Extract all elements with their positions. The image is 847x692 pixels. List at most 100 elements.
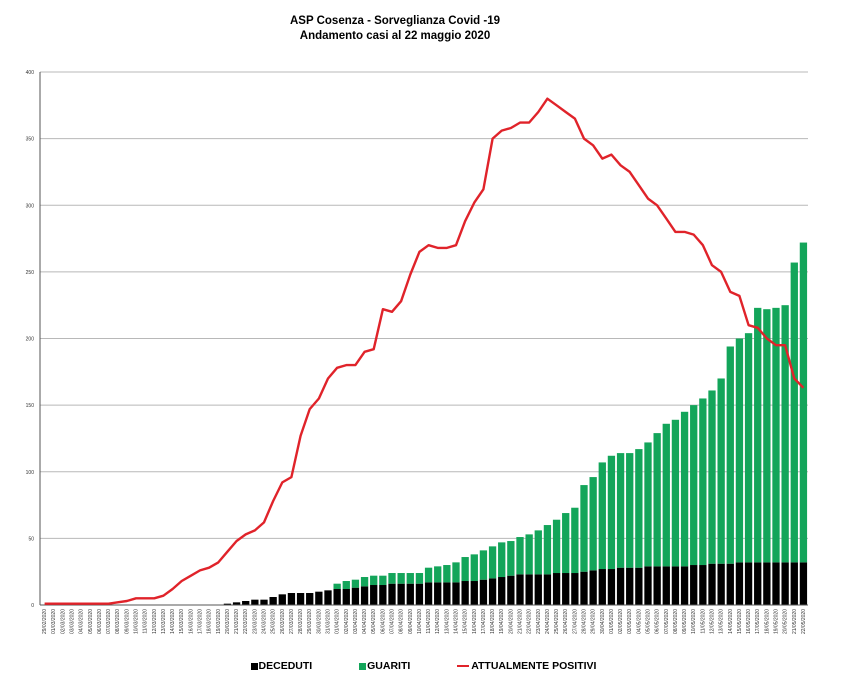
x-tick-label: 21/04/2020 xyxy=(518,609,524,634)
bar-guariti xyxy=(443,565,451,583)
bar-guariti xyxy=(470,554,478,582)
bar-deceduti xyxy=(626,567,634,605)
bar-deceduti xyxy=(754,562,762,605)
bar-deceduti xyxy=(571,573,579,605)
x-tick-label: 23/04/2020 xyxy=(536,609,542,634)
legend-item-guariti: GUARITI xyxy=(359,660,410,672)
x-tick-label: 11/04/2020 xyxy=(426,609,432,634)
x-tick-label: 10/03/2020 xyxy=(134,609,140,634)
x-tick-label: 01/03/2020 xyxy=(51,609,57,634)
y-tick-label: 0 xyxy=(31,603,34,609)
x-tick-label: 22/05/2020 xyxy=(801,609,807,634)
x-tick-label: 12/04/2020 xyxy=(435,609,441,634)
bar-deceduti xyxy=(562,573,570,605)
bar-deceduti xyxy=(525,574,533,605)
bar-guariti xyxy=(726,346,734,564)
bar-deceduti xyxy=(315,591,323,605)
x-tick-label: 21/03/2020 xyxy=(234,609,240,634)
legend-item-deceduti: DECEDUTI xyxy=(250,660,313,673)
x-tick-label: 08/03/2020 xyxy=(115,609,121,634)
x-tick-label: 18/05/2020 xyxy=(764,609,770,634)
bar-guariti xyxy=(498,542,506,578)
y-tick-label: 300 xyxy=(26,203,35,209)
bar-deceduti xyxy=(488,578,497,605)
bar-guariti xyxy=(379,575,387,586)
x-tick-label: 07/04/2020 xyxy=(390,609,396,634)
x-tick-label: 31/03/2020 xyxy=(326,609,332,634)
bar-guariti xyxy=(754,307,762,563)
bar-deceduti xyxy=(699,565,707,605)
x-tick-label: 09/04/2020 xyxy=(408,609,414,634)
guariti-bars xyxy=(333,242,808,590)
bar-deceduti xyxy=(662,566,670,605)
positivi-line xyxy=(44,97,805,605)
bar-deceduti xyxy=(370,585,378,605)
bar-guariti xyxy=(461,557,469,582)
bar-deceduti xyxy=(598,569,606,605)
bar-deceduti xyxy=(507,575,515,605)
bar-deceduti xyxy=(580,571,588,605)
x-tick-label: 03/04/2020 xyxy=(353,609,359,634)
bar-guariti xyxy=(552,519,561,574)
bar-guariti xyxy=(763,309,771,563)
title-block: ASP Cosenza - Sorveglianza Covid -19 And… xyxy=(0,14,790,44)
bar-deceduti xyxy=(680,566,689,605)
bar-deceduti xyxy=(534,574,542,605)
bar-deceduti xyxy=(223,603,232,605)
x-tick-label: 17/04/2020 xyxy=(481,609,487,634)
x-tick-label: 22/04/2020 xyxy=(527,609,533,634)
bar-deceduti xyxy=(415,583,424,605)
x-tick-label: 12/05/2020 xyxy=(710,609,716,634)
bar-deceduti xyxy=(351,587,360,605)
x-tick-label: 02/03/2020 xyxy=(60,609,66,634)
y-tick-label: 400 xyxy=(26,70,35,76)
x-tick-label: 26/03/2020 xyxy=(280,609,286,634)
x-tick-label: 15/04/2020 xyxy=(463,609,469,634)
bar-guariti xyxy=(607,455,616,570)
bar-deceduti xyxy=(324,590,332,605)
bar-guariti xyxy=(589,477,597,571)
legend-label-deceduti: DECEDUTI xyxy=(258,660,313,673)
x-tick-label: 24/04/2020 xyxy=(545,609,551,634)
bar-deceduti xyxy=(717,563,725,605)
bar-guariti xyxy=(790,262,798,563)
bar-guariti xyxy=(680,411,689,567)
bar-guariti xyxy=(598,462,606,570)
legend: DECEDUTI GUARITI ATTUALMENTE POSITIVI xyxy=(0,660,847,672)
x-tick-label: 11/05/2020 xyxy=(700,609,706,634)
x-tick-label: 20/04/2020 xyxy=(508,609,514,634)
bar-deceduti xyxy=(232,602,241,605)
x-tick-label: 27/04/2020 xyxy=(572,609,578,634)
x-tick-label: 09/05/2020 xyxy=(682,609,688,634)
x-tick-label: 25/03/2020 xyxy=(271,609,277,634)
y-tick-label: 50 xyxy=(28,536,34,542)
bar-guariti xyxy=(370,575,378,586)
y-tick-label: 350 xyxy=(26,137,35,143)
x-tick-label: 11/03/2020 xyxy=(143,609,149,634)
bar-deceduti xyxy=(799,562,808,605)
x-tick-label: 01/04/2020 xyxy=(335,609,341,634)
x-tick-label: 16/03/2020 xyxy=(188,609,194,634)
bar-guariti xyxy=(717,378,725,564)
bar-guariti xyxy=(488,546,497,579)
x-tick-label: 05/03/2020 xyxy=(88,609,94,634)
bar-guariti xyxy=(562,513,570,574)
legend-swatch-deceduti xyxy=(250,662,258,670)
bar-guariti xyxy=(644,442,652,567)
x-tick-label: 07/05/2020 xyxy=(664,609,670,634)
bar-guariti xyxy=(671,419,680,567)
deceduti-bars xyxy=(223,562,808,605)
bar-deceduti xyxy=(653,566,661,605)
x-tick-label: 28/03/2020 xyxy=(298,609,304,634)
bar-guariti xyxy=(424,567,433,583)
axes xyxy=(39,72,808,606)
x-tick-label: 04/03/2020 xyxy=(79,609,85,634)
x-tick-label: 24/03/2020 xyxy=(262,609,268,634)
bar-guariti xyxy=(662,423,670,567)
x-tick-label: 18/04/2020 xyxy=(490,609,496,634)
bar-deceduti xyxy=(735,562,744,605)
x-tick-label: 03/05/2020 xyxy=(627,609,633,634)
x-tick-labels: 29/02/2020 01/03/2020 02/03/2020 03/03/2020… xyxy=(42,609,807,634)
bar-guariti xyxy=(342,581,350,590)
legend-label-positivi: ATTUALMENTE POSITIVI xyxy=(471,660,597,673)
